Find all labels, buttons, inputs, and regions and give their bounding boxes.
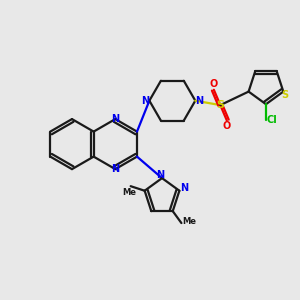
Text: Me: Me xyxy=(122,188,136,197)
Text: N: N xyxy=(157,169,165,180)
Text: Cl: Cl xyxy=(266,115,277,125)
Text: O: O xyxy=(223,121,231,131)
Text: N: N xyxy=(111,164,119,174)
Text: S: S xyxy=(216,100,224,110)
Text: O: O xyxy=(210,80,218,89)
Text: N: N xyxy=(142,96,150,106)
Text: N: N xyxy=(180,183,188,193)
Text: N: N xyxy=(111,114,119,124)
Text: S: S xyxy=(281,89,288,100)
Text: Me: Me xyxy=(183,217,197,226)
Text: N: N xyxy=(195,96,203,106)
